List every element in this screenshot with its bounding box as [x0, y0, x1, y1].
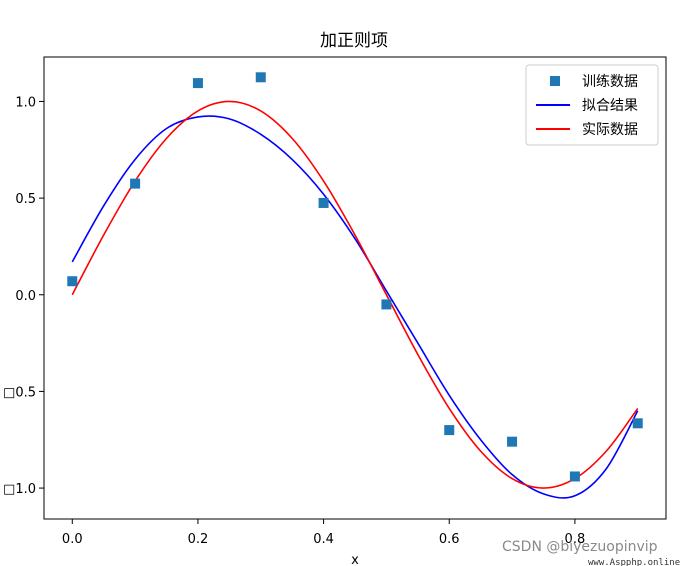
x-tick-label: 0.6	[439, 532, 460, 547]
y-axis: 1.0 0.5 0.0 □0.5 □1.0	[3, 95, 44, 497]
data-point	[381, 299, 392, 310]
data-point	[507, 436, 518, 447]
y-tick-label: □1.0	[3, 482, 36, 497]
x-tick-label: 0.8	[565, 532, 586, 547]
data-point	[255, 72, 266, 83]
data-point	[632, 418, 643, 429]
data-point	[192, 78, 203, 89]
series-line	[71, 115, 639, 499]
y-tick-label: 0.5	[15, 192, 36, 207]
watermark-site: www.Aspphp.online	[588, 558, 680, 566]
data-point	[130, 178, 141, 189]
data-point	[318, 197, 329, 208]
y-tick-label: 1.0	[15, 95, 36, 110]
series-line	[71, 100, 639, 489]
axes-frame	[43, 56, 667, 520]
legend-label: 拟合结果	[582, 98, 638, 114]
legend-label: 训练数据	[582, 74, 638, 90]
legend-label: 实际数据	[582, 122, 638, 138]
y-tick-label: 0.0	[15, 289, 36, 304]
plot-area	[67, 72, 643, 499]
x-axis: 0.0 0.2 0.4 0.6 0.8	[62, 519, 585, 547]
data-point	[444, 425, 455, 436]
y-tick-label: □0.5	[3, 385, 36, 400]
data-point	[569, 471, 580, 482]
x-tick-label: 0.2	[188, 532, 209, 547]
chart-title: 加正则项	[320, 31, 388, 51]
data-point	[67, 276, 78, 287]
x-axis-label: x	[351, 553, 359, 566]
legend-marker	[550, 76, 560, 86]
x-tick-label: 0.4	[313, 532, 334, 547]
watermark-text: CSDN @biyezuopinvip	[502, 539, 658, 555]
x-tick-label: 0.0	[62, 532, 83, 547]
